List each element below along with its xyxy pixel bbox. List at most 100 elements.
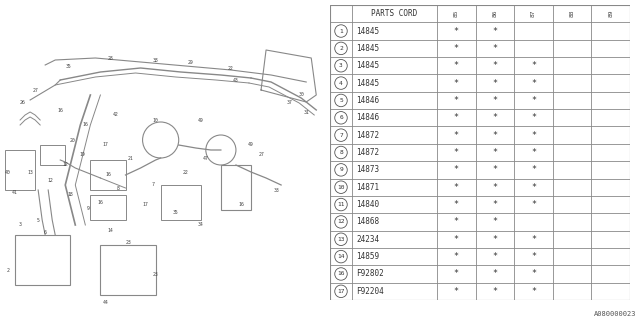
Text: 8: 8 [339,150,343,155]
Text: *: * [492,131,497,140]
Text: *: * [454,235,459,244]
Text: 1: 1 [339,28,343,34]
Text: *: * [492,44,497,53]
Text: 21: 21 [127,156,133,161]
Text: *: * [492,252,497,261]
Text: *: * [454,200,459,209]
Text: 22: 22 [228,66,234,70]
Text: 18: 18 [67,193,73,197]
Text: 2: 2 [6,268,10,273]
Text: 37: 37 [286,100,292,105]
Text: *: * [454,27,459,36]
Text: *: * [492,287,497,296]
Text: 3: 3 [19,222,22,228]
Text: *: * [531,96,536,105]
Text: 89: 89 [608,10,613,17]
Text: F92204: F92204 [356,287,384,296]
Text: 85: 85 [454,10,459,17]
Text: 6: 6 [339,115,343,120]
Text: 14873: 14873 [356,165,379,174]
Text: *: * [454,79,459,88]
Text: 17: 17 [143,203,148,207]
Text: 14840: 14840 [356,200,379,209]
Text: *: * [531,113,536,122]
Text: *: * [492,61,497,70]
Text: A080000023: A080000023 [595,311,637,317]
Text: 28: 28 [108,55,113,60]
Text: 30: 30 [298,92,304,98]
Text: *: * [492,235,497,244]
Text: *: * [531,252,536,261]
Text: *: * [492,165,497,174]
Text: 35: 35 [65,65,71,69]
Text: *: * [492,27,497,36]
Text: *: * [454,44,459,53]
Text: 40: 40 [5,170,11,174]
Text: 41: 41 [12,189,18,195]
Text: 34: 34 [198,222,204,228]
Text: 17: 17 [102,142,108,148]
Text: *: * [492,200,497,209]
Text: 16: 16 [238,203,244,207]
Text: 88: 88 [570,10,575,17]
Text: 43: 43 [233,77,239,83]
Bar [90,195,125,220]
Text: 49: 49 [198,117,204,123]
Text: 10: 10 [153,117,159,123]
Text: 3: 3 [339,63,343,68]
Text: 22: 22 [183,170,189,174]
Text: *: * [492,217,497,227]
Text: *: * [454,61,459,70]
Text: 9: 9 [87,205,90,211]
Text: *: * [454,287,459,296]
Text: 4: 4 [339,81,343,85]
Text: 11: 11 [337,202,345,207]
Text: 13: 13 [28,170,33,174]
Text: 31: 31 [303,109,309,115]
Text: *: * [454,269,459,278]
Text: *: * [531,165,536,174]
Text: 20: 20 [69,138,75,142]
Text: 27: 27 [32,87,38,92]
Text: 5: 5 [339,98,343,103]
Text: 42: 42 [113,113,118,117]
Text: *: * [531,200,536,209]
Text: F92802: F92802 [356,269,384,278]
Text: 10: 10 [337,185,345,190]
Text: 12: 12 [47,178,53,182]
Text: 19: 19 [79,153,85,157]
Text: 35: 35 [173,210,179,214]
Text: *: * [531,235,536,244]
Text: 16: 16 [83,123,88,127]
Text: *: * [454,113,459,122]
Text: 16: 16 [97,199,103,204]
Text: 49: 49 [248,142,254,148]
Text: 12: 12 [337,220,345,224]
Text: 14845: 14845 [356,61,379,70]
Text: *: * [492,269,497,278]
Text: 13: 13 [337,237,345,242]
Text: PARTS CORD: PARTS CORD [371,9,418,18]
Text: 6: 6 [44,229,47,235]
Text: 24234: 24234 [356,235,379,244]
Text: 16: 16 [58,108,63,113]
Text: 44: 44 [102,300,108,305]
Bar [161,185,201,220]
Text: *: * [454,131,459,140]
Text: 14846: 14846 [356,96,379,105]
Bar [90,160,125,190]
Text: 33: 33 [273,188,279,193]
Text: *: * [492,148,497,157]
Text: 7: 7 [339,133,343,138]
Text: 5: 5 [36,218,40,222]
Text: *: * [454,165,459,174]
Text: 14872: 14872 [356,131,379,140]
Text: 14846: 14846 [356,113,379,122]
Bar [100,245,156,295]
Bar [5,150,35,190]
Bar [221,165,251,210]
Text: 17: 17 [337,289,345,294]
Text: *: * [454,183,459,192]
Text: 8: 8 [117,186,120,190]
Text: 12: 12 [62,163,68,167]
